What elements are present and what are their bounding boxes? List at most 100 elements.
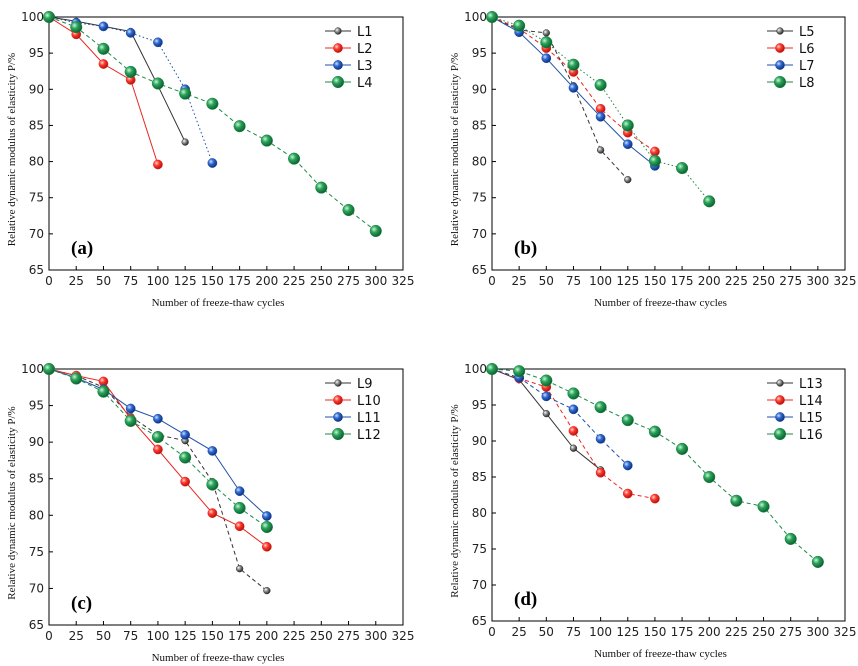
- series-line: [48, 368, 268, 548]
- data-point: [42, 362, 56, 376]
- x-tick-label: 325: [392, 274, 415, 288]
- x-tick-label: 150: [201, 274, 224, 288]
- x-tick-label: 250: [752, 625, 775, 639]
- x-tick-label: 50: [96, 274, 111, 288]
- x-tick-label: 300: [364, 629, 387, 643]
- x-tick-label: 225: [283, 629, 306, 643]
- data-point: [757, 500, 770, 513]
- data-point: [622, 488, 633, 499]
- data-point: [235, 565, 244, 573]
- y-tick-label: 75: [472, 542, 487, 556]
- legend: L5 L6 L7 L8: [767, 25, 815, 91]
- legend-label: L12: [357, 428, 381, 443]
- data-point: [703, 470, 716, 484]
- data-point: [207, 446, 218, 456]
- chart-panel-1: 0 25 50 75 100 125 150 175 200 225 250 275 300 325 65 7…: [6, 10, 414, 309]
- data-point: [153, 444, 163, 455]
- data-point: [811, 555, 824, 569]
- x-tick-label: 75: [123, 274, 138, 288]
- y-axis-title: Relative dynamic modulus of elasticity P…: [6, 406, 18, 599]
- panel-label: (c): [71, 593, 92, 614]
- legend-label: L8: [799, 76, 815, 91]
- data-point: [260, 520, 273, 534]
- x-tick-label: 200: [255, 274, 278, 288]
- data-point: [181, 138, 189, 146]
- legend-marker: [775, 412, 785, 422]
- panel-label: (b): [514, 238, 537, 259]
- legend-label: L14: [799, 394, 823, 409]
- x-tick-label: 325: [834, 274, 857, 288]
- y-tick-label: 70: [472, 578, 487, 592]
- legend-marker: [776, 379, 784, 387]
- legend-label: L5: [799, 25, 815, 40]
- data-point: [124, 65, 137, 78]
- data-point: [513, 19, 526, 32]
- data-point: [621, 119, 634, 132]
- data-point: [540, 36, 553, 49]
- y-tick-label: 85: [29, 472, 44, 486]
- x-tick-label: 275: [337, 629, 360, 643]
- legend-marker: [773, 427, 787, 441]
- x-tick-label: 300: [806, 274, 829, 288]
- data-point: [153, 159, 163, 170]
- y-tick-label: 95: [29, 46, 44, 60]
- data-point: [70, 21, 83, 34]
- x-tick-label: 300: [806, 625, 829, 639]
- y-tick-label: 85: [29, 118, 44, 132]
- series-line: [48, 16, 159, 165]
- x-tick-label: 150: [643, 625, 666, 639]
- legend-marker: [776, 27, 784, 35]
- y-tick-label: 80: [29, 508, 44, 522]
- x-tick-label: 0: [45, 629, 53, 643]
- x-tick-label: 250: [310, 274, 333, 288]
- data-point: [622, 460, 633, 471]
- x-tick-label: 175: [671, 625, 694, 639]
- y-tick-label: 80: [29, 155, 44, 169]
- x-tick-label: 225: [725, 274, 748, 288]
- x-tick-label: 175: [228, 274, 251, 288]
- legend-marker: [333, 412, 343, 422]
- data-point: [151, 77, 164, 90]
- data-point: [180, 476, 191, 487]
- x-tick-label: 100: [589, 274, 612, 288]
- chart-panel-3: 0 25 50 75 100 125 150 175 200 225 250 275 300 325 65 7…: [6, 362, 414, 664]
- data-point: [207, 158, 218, 168]
- x-tick-label: 275: [779, 274, 802, 288]
- data-point: [179, 451, 192, 464]
- data-point: [540, 374, 553, 387]
- data-point: [261, 541, 272, 552]
- data-point: [342, 203, 355, 217]
- y-tick-label: 90: [472, 434, 487, 448]
- data-point: [125, 403, 136, 414]
- chart-panel-4: 0 25 50 75 100 125 150 175 200 225 250 275 300 325 65 7…: [449, 362, 856, 660]
- y-tick-label: 70: [472, 227, 487, 241]
- data-point: [206, 478, 219, 491]
- x-tick-label: 225: [725, 625, 748, 639]
- series-line: [491, 16, 629, 180]
- data-point: [594, 78, 607, 91]
- y-tick-label: 75: [29, 545, 44, 559]
- data-point: [70, 372, 83, 385]
- y-tick-label: 100: [464, 362, 487, 376]
- y-tick-label: 90: [29, 435, 44, 449]
- data-point: [595, 433, 606, 444]
- data-point: [261, 511, 272, 521]
- x-tick-label: 325: [834, 625, 857, 639]
- data-point: [153, 413, 163, 424]
- legend-label: L1: [357, 25, 373, 40]
- series-line: [491, 368, 629, 466]
- x-tick-label: 25: [512, 625, 527, 639]
- legend-label: L13: [799, 377, 823, 392]
- legend-marker: [333, 395, 343, 405]
- x-tick-label: 275: [779, 625, 802, 639]
- y-tick-label: 65: [29, 618, 44, 632]
- x-tick-label: 0: [45, 274, 53, 288]
- x-axis-title: Number of freeze-thaw cycles: [152, 297, 285, 309]
- data-point: [179, 87, 192, 100]
- y-axis-title: Relative dynamic modulus of elasticity P…: [449, 404, 461, 597]
- y-axis-title: Relative dynamic modulus of elasticity P…: [449, 53, 461, 246]
- data-point: [206, 97, 219, 110]
- series-line: [48, 16, 186, 143]
- chart-panel-2: 0 25 50 75 100 125 150 175 200 225 250 275 300 325 65 7…: [449, 10, 856, 309]
- data-point: [703, 195, 716, 208]
